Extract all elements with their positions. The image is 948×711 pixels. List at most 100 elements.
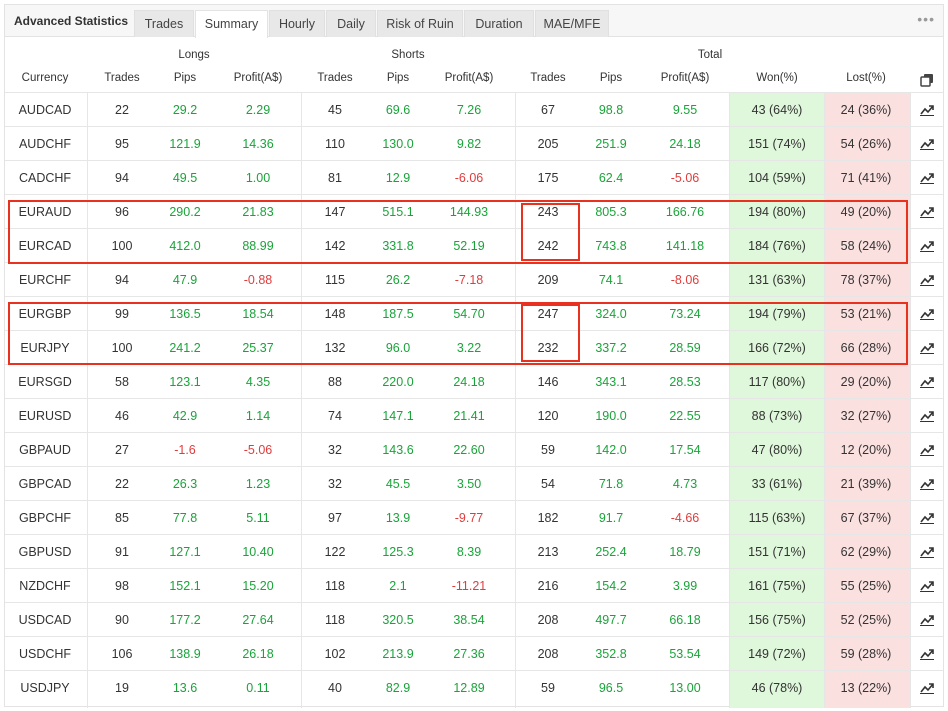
- cell-longs-profit: 21.83: [242, 205, 274, 219]
- cell-longs-profit: 0.11: [246, 681, 270, 695]
- chart-icon[interactable]: [920, 274, 934, 286]
- chart-icon[interactable]: [920, 648, 934, 660]
- chart-icon[interactable]: [920, 138, 934, 150]
- cell-total-trades: 208: [537, 647, 559, 661]
- cell-longs-pips: 123.1: [169, 375, 201, 389]
- cell-lost: 49 (20%): [840, 205, 892, 219]
- column-header-shorts-pips[interactable]: Pips: [386, 72, 410, 84]
- cell-longs-profit: 25.37: [242, 341, 274, 355]
- column-header-longs-profit[interactable]: Profit(A$): [233, 72, 283, 84]
- ellipsis-icon[interactable]: •••: [917, 11, 935, 27]
- cell-total-pips: 142.0: [595, 443, 627, 457]
- cell-longs-trades: 91: [115, 545, 129, 559]
- column-header-total-profit[interactable]: Profit(A$): [660, 72, 710, 84]
- row-divider: [5, 160, 943, 161]
- chart-icon[interactable]: [920, 444, 934, 456]
- cell-shorts-profit: -9.77: [454, 511, 484, 525]
- column-header-won[interactable]: Won(%): [756, 72, 798, 84]
- tab-risk-of-ruin[interactable]: Risk of Ruin: [377, 10, 463, 37]
- column-header-longs-pips[interactable]: Pips: [173, 72, 197, 84]
- cell-longs-profit: 5.11: [246, 511, 270, 525]
- cell-shorts-profit: -7.18: [454, 273, 484, 287]
- chart-icon[interactable]: [920, 376, 934, 388]
- cell-shorts-profit: 3.22: [456, 341, 482, 355]
- cell-shorts-pips: 96.0: [385, 341, 411, 355]
- lost-column-bg: [824, 93, 910, 708]
- cell-shorts-pips: 12.9: [385, 171, 411, 185]
- cell-total-trades: 213: [537, 545, 559, 559]
- chart-icon[interactable]: [920, 342, 934, 354]
- column-header-total-trades[interactable]: Trades: [530, 72, 566, 84]
- chart-icon[interactable]: [920, 478, 934, 490]
- chart-icon[interactable]: [920, 546, 934, 558]
- cell-currency: NZDCHF: [19, 579, 71, 593]
- column-header-shorts-profit[interactable]: Profit(A$): [444, 72, 494, 84]
- cell-total-profit: -5.06: [670, 171, 700, 185]
- cell-shorts-profit: 24.18: [453, 375, 485, 389]
- chart-icon[interactable]: [920, 580, 934, 592]
- column-header-shorts-trades[interactable]: Trades: [317, 72, 353, 84]
- column-divider: [729, 92, 730, 708]
- cell-longs-trades: 94: [115, 273, 129, 287]
- tab-hourly[interactable]: Hourly: [269, 10, 325, 37]
- chart-icon[interactable]: [920, 206, 934, 218]
- tab-mae-mfe[interactable]: MAE/MFE: [535, 10, 609, 37]
- cell-shorts-pips: 45.5: [385, 477, 411, 491]
- cell-shorts-trades: 110: [325, 137, 345, 151]
- cell-currency: AUDCHF: [18, 137, 72, 151]
- cell-currency: GBPCAD: [18, 477, 72, 491]
- group-header-shorts: Shorts: [391, 49, 425, 61]
- cell-shorts-profit: -6.06: [454, 171, 484, 185]
- tab-bar: Advanced Statistics Trades Summary Hourl…: [5, 5, 943, 38]
- cell-lost: 78 (37%): [840, 273, 892, 287]
- cell-shorts-pips: 220.0: [382, 375, 414, 389]
- chart-icon[interactable]: [920, 308, 934, 320]
- tab-trades[interactable]: Trades: [134, 10, 194, 37]
- column-header-longs-trades[interactable]: Trades: [104, 72, 140, 84]
- cell-longs-trades: 106: [111, 647, 133, 661]
- cell-longs-profit: 18.54: [242, 307, 274, 321]
- cell-longs-profit: 2.29: [245, 103, 271, 117]
- copy-icon[interactable]: [920, 73, 934, 87]
- chart-icon[interactable]: [920, 240, 934, 252]
- cell-total-profit: 73.24: [669, 307, 701, 321]
- tab-duration[interactable]: Duration: [464, 10, 534, 37]
- chart-icon[interactable]: [920, 104, 934, 116]
- cell-shorts-pips: 320.5: [382, 613, 414, 627]
- cell-total-pips: 252.4: [595, 545, 627, 559]
- group-header-total: Total: [697, 49, 723, 61]
- column-header-currency[interactable]: Currency: [21, 72, 69, 84]
- cell-total-trades: 146: [537, 375, 559, 389]
- cell-total-profit: 53.54: [669, 647, 701, 661]
- chart-icon[interactable]: [920, 172, 934, 184]
- chart-icon[interactable]: [920, 682, 934, 694]
- cell-total-profit: 22.55: [669, 409, 701, 423]
- cell-longs-profit: -5.06: [243, 443, 273, 457]
- row-divider: [5, 330, 943, 331]
- cell-longs-trades: 85: [115, 511, 129, 525]
- cell-currency: GBPCHF: [18, 511, 72, 525]
- cell-total-pips: 96.5: [598, 681, 624, 695]
- group-header-longs: Longs: [178, 49, 210, 61]
- cell-currency: EURJPY: [20, 341, 70, 355]
- cell-currency: AUDCAD: [18, 103, 72, 117]
- cell-lost: 24 (36%): [840, 103, 892, 117]
- header-divider: [5, 92, 943, 93]
- tab-summary[interactable]: Summary: [195, 10, 268, 38]
- cell-longs-trades: 95: [115, 137, 129, 151]
- row-divider: [5, 432, 943, 433]
- cell-longs-trades: 19: [115, 681, 129, 695]
- cell-longs-pips: 290.2: [169, 205, 201, 219]
- cell-lost: 21 (39%): [840, 477, 892, 491]
- column-header-lost[interactable]: Lost(%): [846, 72, 886, 84]
- column-header-total-pips[interactable]: Pips: [599, 72, 623, 84]
- row-divider: [5, 194, 943, 195]
- cell-shorts-trades: 147: [324, 205, 346, 219]
- chart-icon[interactable]: [920, 512, 934, 524]
- cell-longs-trades: 27: [115, 443, 129, 457]
- cell-currency: EURSGD: [18, 375, 72, 389]
- chart-icon[interactable]: [920, 614, 934, 626]
- tab-daily[interactable]: Daily: [326, 10, 376, 37]
- cell-shorts-profit: 3.50: [456, 477, 482, 491]
- chart-icon[interactable]: [920, 410, 934, 422]
